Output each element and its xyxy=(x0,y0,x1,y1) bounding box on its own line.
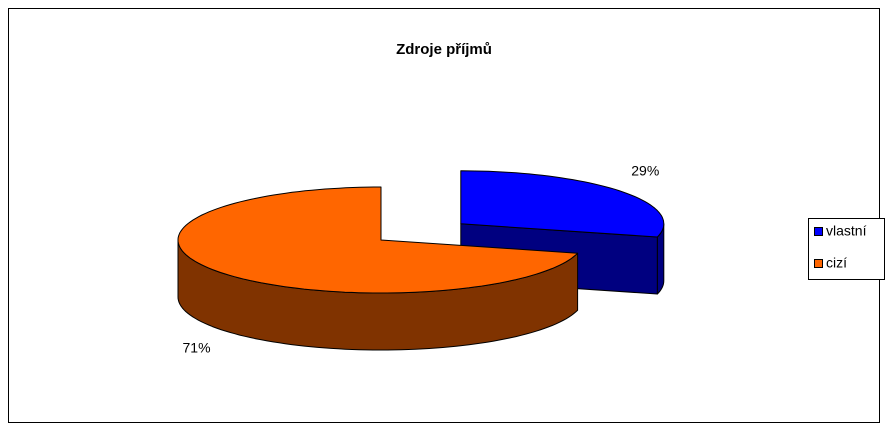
legend-label: cizí xyxy=(826,255,847,271)
data-label: 71% xyxy=(183,340,211,356)
legend-swatch xyxy=(814,259,823,268)
chart-frame xyxy=(8,8,880,423)
data-label: 29% xyxy=(631,163,659,179)
chart-title: Zdroje příjmů xyxy=(396,41,492,58)
legend-swatch xyxy=(814,227,823,236)
legend-label: vlastní xyxy=(826,223,867,239)
slice-top xyxy=(177,186,579,294)
pie xyxy=(177,170,665,351)
slice-top xyxy=(460,170,665,238)
